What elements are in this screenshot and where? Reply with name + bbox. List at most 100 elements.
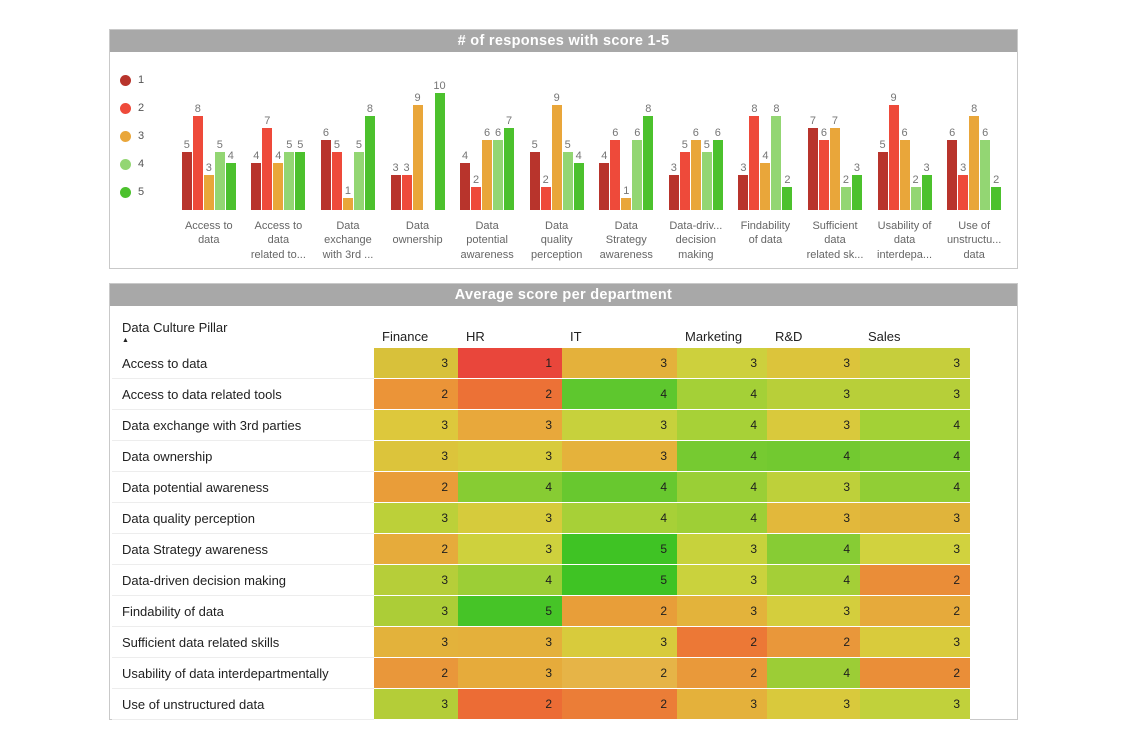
bar[interactable] — [540, 186, 551, 210]
heatmap-cell[interactable]: 2 — [677, 657, 767, 689]
heatmap-cell[interactable]: 3 — [374, 564, 458, 596]
heatmap-cell[interactable]: 3 — [767, 502, 860, 534]
heatmap-cell[interactable]: 2 — [677, 626, 767, 658]
heatmap-cell[interactable]: 4 — [562, 471, 677, 503]
bar[interactable] — [295, 151, 306, 210]
legend-item-score-2[interactable]: 2 — [120, 94, 174, 122]
heatmap-cell[interactable]: 3 — [562, 440, 677, 472]
heatmap-cell[interactable]: 5 — [562, 533, 677, 565]
bar[interactable] — [910, 186, 921, 210]
row-label[interactable]: Data quality perception — [112, 502, 374, 534]
bar[interactable] — [840, 186, 851, 210]
heatmap-cell[interactable]: 3 — [677, 533, 767, 565]
heatmap-cell[interactable]: 4 — [562, 378, 677, 410]
heatmap-cell[interactable]: 5 — [562, 564, 677, 596]
bar[interactable] — [493, 139, 504, 210]
column-header-hr[interactable]: HR — [466, 329, 485, 344]
bar[interactable] — [621, 198, 632, 210]
heatmap-cell[interactable]: 3 — [860, 533, 970, 565]
heatmap-cell[interactable]: 3 — [677, 595, 767, 627]
bar[interactable] — [434, 93, 445, 210]
legend-item-score-3[interactable]: 3 — [120, 122, 174, 150]
bar[interactable] — [251, 163, 262, 210]
heatmap-cell[interactable]: 4 — [677, 440, 767, 472]
bar[interactable] — [599, 163, 610, 210]
bar[interactable] — [401, 174, 412, 210]
bar[interactable] — [851, 174, 862, 210]
heatmap-cell[interactable]: 4 — [767, 657, 860, 689]
heatmap-cell[interactable]: 2 — [458, 688, 562, 720]
bar[interactable] — [504, 128, 515, 210]
column-header-it[interactable]: IT — [570, 329, 582, 344]
heatmap-cell[interactable]: 3 — [562, 626, 677, 658]
bar[interactable] — [921, 174, 932, 210]
bar[interactable] — [877, 151, 888, 210]
heatmap-cell[interactable]: 3 — [860, 348, 970, 379]
heatmap-cell[interactable]: 3 — [677, 564, 767, 596]
heatmap-cell[interactable]: 3 — [374, 626, 458, 658]
bar[interactable] — [738, 174, 749, 210]
bar[interactable] — [573, 163, 584, 210]
legend-item-score-5[interactable]: 5 — [120, 178, 174, 206]
bar[interactable] — [958, 174, 969, 210]
heatmap-cell[interactable]: 4 — [767, 440, 860, 472]
heatmap-cell[interactable]: 4 — [860, 471, 970, 503]
heatmap-cell[interactable]: 2 — [374, 657, 458, 689]
bar[interactable] — [760, 163, 771, 210]
column-header-r-d[interactable]: R&D — [775, 329, 803, 344]
bar[interactable] — [782, 186, 793, 210]
heatmap-cell[interactable]: 3 — [374, 409, 458, 441]
row-label[interactable]: Access to data — [112, 348, 374, 379]
heatmap-cell[interactable]: 4 — [677, 378, 767, 410]
heatmap-cell[interactable]: 3 — [860, 688, 970, 720]
heatmap-cell[interactable]: 3 — [767, 409, 860, 441]
bar[interactable] — [668, 174, 679, 210]
heatmap-cell[interactable]: 2 — [562, 595, 677, 627]
bar[interactable] — [284, 151, 295, 210]
heatmap-cell[interactable]: 3 — [767, 378, 860, 410]
heatmap-cell[interactable]: 3 — [767, 348, 860, 379]
heatmap-cell[interactable]: 3 — [860, 626, 970, 658]
legend-item-score-4[interactable]: 4 — [120, 150, 174, 178]
bar[interactable] — [214, 151, 225, 210]
heatmap-cell[interactable]: 2 — [860, 657, 970, 689]
heatmap-cell[interactable]: 3 — [458, 409, 562, 441]
heatmap-cell[interactable]: 4 — [677, 409, 767, 441]
heatmap-cell[interactable]: 4 — [767, 533, 860, 565]
bar[interactable] — [181, 151, 192, 210]
heatmap-cell[interactable]: 2 — [562, 688, 677, 720]
heatmap-cell[interactable]: 3 — [767, 688, 860, 720]
bar[interactable] — [643, 116, 654, 210]
row-label[interactable]: Data-driven decision making — [112, 564, 374, 596]
bar[interactable] — [991, 186, 1002, 210]
bar[interactable] — [331, 151, 342, 210]
heatmap-cell[interactable]: 4 — [677, 502, 767, 534]
bar[interactable] — [888, 104, 899, 210]
heatmap-cell[interactable]: 2 — [860, 595, 970, 627]
column-header-sales[interactable]: Sales — [868, 329, 901, 344]
heatmap-cell[interactable]: 2 — [767, 626, 860, 658]
heatmap-cell[interactable]: 3 — [374, 440, 458, 472]
bar[interactable] — [632, 139, 643, 210]
bar[interactable] — [262, 128, 273, 210]
heatmap-cell[interactable]: 4 — [767, 564, 860, 596]
bar[interactable] — [690, 139, 701, 210]
bar[interactable] — [969, 116, 980, 210]
row-label[interactable]: Sufficient data related skills — [112, 626, 374, 658]
row-label[interactable]: Use of unstructured data — [112, 688, 374, 720]
heatmap-cell[interactable]: 3 — [374, 688, 458, 720]
row-label[interactable]: Data potential awareness — [112, 471, 374, 503]
heatmap-cell[interactable]: 5 — [458, 595, 562, 627]
heatmap-cell[interactable]: 3 — [458, 657, 562, 689]
bar[interactable] — [342, 198, 353, 210]
heatmap-cell[interactable]: 3 — [458, 440, 562, 472]
heatmap-cell[interactable]: 3 — [458, 533, 562, 565]
bar[interactable] — [192, 116, 203, 210]
heatmap-cell[interactable]: 2 — [374, 533, 458, 565]
heatmap-cell[interactable]: 2 — [860, 564, 970, 596]
row-label[interactable]: Usability of data interdepartmentally — [112, 657, 374, 689]
heatmap-cell[interactable]: 4 — [860, 409, 970, 441]
heatmap-cell[interactable]: 3 — [562, 409, 677, 441]
bar[interactable] — [225, 163, 236, 210]
heatmap-cell[interactable]: 3 — [860, 378, 970, 410]
